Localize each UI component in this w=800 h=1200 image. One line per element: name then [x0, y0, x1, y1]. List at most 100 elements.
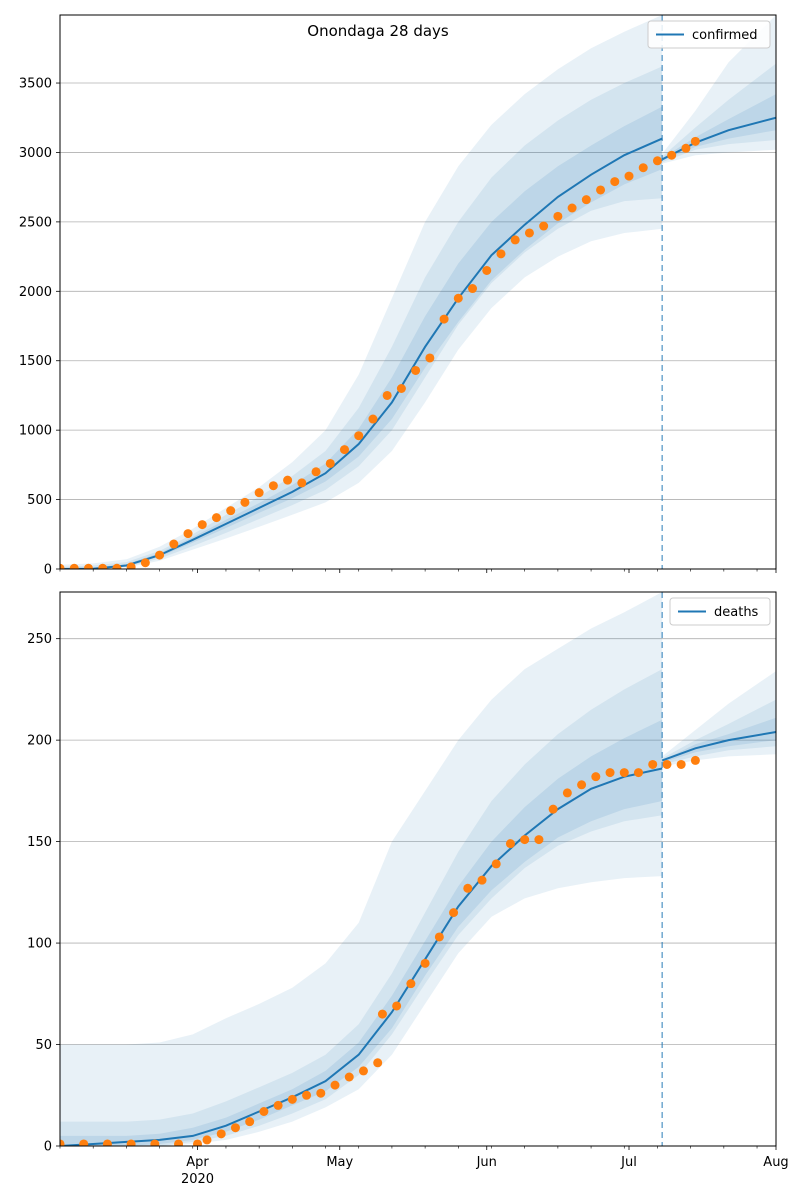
observed-point — [690, 136, 700, 146]
observed-point — [648, 759, 658, 769]
observed-point — [240, 497, 250, 507]
confidence-band — [662, 63, 776, 163]
deaths-panel: 0 50 100 150 200 250 Apr 2020 May Jun Jul Aug deaths — [27, 591, 789, 1187]
x-tick-label: Jun — [476, 1155, 497, 1170]
plot-area — [60, 592, 776, 1146]
observed-point — [254, 488, 264, 498]
y-tick-label: 50 — [35, 1038, 52, 1053]
observed-point — [211, 513, 221, 523]
observed-point — [60, 1139, 65, 1146]
observed-point — [302, 1090, 312, 1100]
observed-point — [610, 177, 620, 187]
observed-point — [344, 1072, 354, 1082]
observed-point — [439, 314, 449, 324]
observed-point — [155, 550, 165, 560]
axes-frame — [59, 591, 777, 1147]
observed-point — [102, 1139, 112, 1146]
forecast-line — [661, 116, 776, 161]
confidence-band — [60, 66, 663, 569]
x-tick-label: Jul — [620, 1155, 637, 1170]
y-tick-label: 500 — [27, 493, 52, 508]
observed-point — [411, 365, 421, 375]
observed-point — [406, 979, 416, 989]
observed-point — [273, 1100, 283, 1110]
observed-point — [316, 1088, 326, 1098]
confidence-band — [60, 592, 663, 1146]
x-tick-label: May — [326, 1155, 353, 1170]
observed-point — [193, 1139, 203, 1146]
observed-point — [392, 1001, 402, 1011]
observed-point — [591, 772, 601, 782]
observed-point — [283, 475, 293, 485]
observed-point — [202, 1135, 212, 1145]
observed-point — [624, 171, 634, 181]
observed-point — [449, 908, 459, 918]
observed-point — [183, 529, 193, 539]
observed-point — [548, 804, 558, 814]
chart-title: Onondaga 28 days — [307, 22, 449, 40]
y-tick-label: 1000 — [19, 424, 52, 439]
observed-point — [581, 195, 591, 205]
observed-point — [681, 143, 691, 153]
plot-area — [60, 15, 776, 569]
observed-point — [377, 1009, 387, 1019]
observed-point — [662, 759, 672, 769]
observed-point — [505, 839, 515, 849]
observed-point — [577, 780, 587, 790]
observed-point — [477, 875, 487, 885]
model-fit-line — [60, 767, 663, 1146]
observed-point — [453, 293, 463, 303]
legend-box — [669, 597, 771, 626]
y-tick-label: 2500 — [19, 215, 52, 230]
observed-point — [425, 353, 435, 363]
observed-point — [605, 768, 615, 778]
y-tick-label: 2000 — [19, 285, 52, 300]
y-tick-label: 3000 — [19, 146, 52, 161]
observed-point — [491, 859, 501, 869]
observed-point — [562, 788, 572, 798]
observed-point — [83, 563, 93, 569]
observed-point — [354, 431, 364, 441]
x-tick-label: Aug — [763, 1155, 788, 1170]
observed-point — [325, 458, 335, 468]
observed-point — [520, 835, 530, 845]
observed-point — [652, 156, 662, 166]
observed-point — [619, 768, 629, 778]
y-tick-label: 3500 — [19, 77, 52, 92]
observed-point — [297, 478, 307, 488]
observed-point — [468, 284, 478, 294]
observed-point — [434, 932, 444, 942]
observed-point — [150, 1139, 160, 1146]
y-tick-label: 1500 — [19, 354, 52, 369]
observed-point — [358, 1066, 368, 1076]
observed-point — [126, 1139, 136, 1146]
observed-point — [216, 1129, 226, 1139]
observed-point — [373, 1058, 383, 1068]
y-tick-label: 150 — [27, 835, 52, 850]
observed-point — [69, 563, 79, 569]
observed-point — [676, 759, 686, 769]
axes-frame — [59, 14, 777, 570]
observed-point — [496, 249, 506, 259]
confidence-band — [662, 717, 776, 763]
observed-point — [368, 414, 378, 424]
observed-point — [396, 383, 406, 393]
observed-point — [534, 835, 544, 845]
legend-label: deaths — [714, 605, 759, 620]
observed-point — [553, 211, 563, 221]
observed-point — [98, 563, 108, 569]
confidence-band — [60, 106, 663, 569]
observed-point — [510, 235, 520, 245]
observed-point — [382, 390, 392, 400]
observed-point — [226, 506, 236, 516]
confidence-band — [60, 719, 663, 1146]
observed-point — [268, 481, 278, 491]
observed-point — [690, 755, 700, 765]
observed-point — [197, 520, 207, 530]
confidence-band — [662, 15, 776, 164]
y-tick-label: 100 — [27, 937, 52, 952]
observed-point — [287, 1094, 297, 1104]
observed-point — [330, 1080, 340, 1090]
observed-point — [420, 958, 430, 968]
